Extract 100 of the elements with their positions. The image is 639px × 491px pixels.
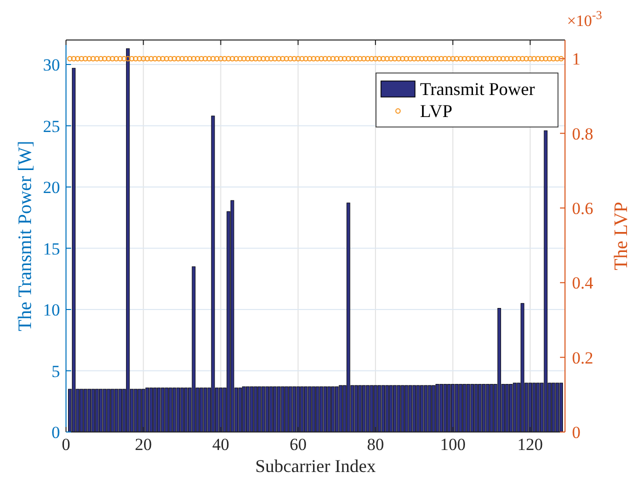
bar bbox=[114, 388, 118, 432]
text: ×10$^{-3}$ bbox=[567, 8, 602, 30]
bar bbox=[153, 388, 157, 432]
bar bbox=[532, 382, 536, 432]
bar bbox=[102, 388, 106, 432]
x-tick-label: 120 bbox=[517, 435, 543, 454]
bar bbox=[110, 388, 114, 432]
bar bbox=[106, 388, 110, 432]
bar bbox=[258, 386, 262, 432]
bar bbox=[250, 386, 254, 432]
bar bbox=[276, 386, 281, 432]
bar bbox=[304, 386, 308, 432]
bar bbox=[466, 384, 470, 432]
bar bbox=[346, 202, 350, 432]
bar bbox=[145, 388, 150, 432]
bar bbox=[192, 266, 196, 432]
bar bbox=[160, 388, 165, 432]
bar bbox=[300, 386, 304, 432]
x-axis-title: Subcarrier Index bbox=[255, 456, 376, 476]
bar bbox=[474, 384, 478, 432]
bar bbox=[486, 384, 490, 432]
bar bbox=[404, 385, 408, 432]
bar bbox=[149, 388, 153, 432]
bar bbox=[172, 388, 176, 432]
y2-tick-label: 0.2 bbox=[572, 348, 594, 368]
bar bbox=[95, 388, 99, 432]
bar bbox=[280, 386, 284, 432]
bar bbox=[512, 382, 517, 432]
y2-tick-label: 0.6 bbox=[572, 199, 594, 218]
bar bbox=[312, 386, 316, 432]
bar bbox=[385, 385, 389, 432]
bar bbox=[308, 386, 312, 432]
bar bbox=[354, 385, 358, 432]
bar bbox=[320, 386, 324, 432]
bar bbox=[408, 385, 412, 432]
bar bbox=[462, 384, 466, 432]
bar bbox=[370, 385, 374, 432]
bar bbox=[261, 386, 266, 432]
bar bbox=[412, 385, 416, 432]
bar bbox=[420, 385, 424, 432]
y2-tick-label: 0.8 bbox=[572, 124, 594, 144]
bar bbox=[436, 384, 440, 432]
bar bbox=[288, 386, 292, 432]
bar bbox=[265, 386, 269, 432]
bar bbox=[246, 386, 250, 432]
bar bbox=[528, 382, 532, 432]
bar bbox=[396, 385, 400, 432]
y2-tick-label: 0.4 bbox=[572, 274, 594, 293]
bar bbox=[284, 386, 288, 432]
bar bbox=[168, 388, 172, 432]
bar bbox=[230, 200, 234, 432]
bar bbox=[424, 385, 428, 432]
y-tick-label: 25 bbox=[43, 116, 60, 136]
x-tick-label: 100 bbox=[440, 435, 466, 454]
bar bbox=[84, 388, 88, 432]
bar bbox=[292, 386, 296, 432]
x-tick-label: 20 bbox=[134, 435, 152, 454]
bar bbox=[439, 384, 444, 432]
bar bbox=[470, 384, 474, 432]
bar bbox=[432, 385, 436, 432]
bar bbox=[269, 386, 273, 432]
y2-axis-title: The LVP bbox=[611, 202, 632, 270]
bar bbox=[91, 388, 95, 432]
bar bbox=[478, 384, 482, 432]
bar bbox=[296, 386, 300, 432]
bar bbox=[374, 385, 378, 432]
x-tick-label: 80 bbox=[366, 435, 384, 454]
bar bbox=[218, 388, 223, 432]
bar bbox=[362, 385, 366, 432]
bar bbox=[458, 384, 462, 432]
bar bbox=[331, 386, 335, 432]
bar bbox=[164, 388, 168, 432]
bar bbox=[393, 385, 397, 432]
bar bbox=[80, 388, 84, 432]
bar bbox=[490, 384, 494, 432]
y-tick-label: 0 bbox=[52, 423, 60, 442]
bar bbox=[176, 388, 180, 432]
y-axis-title: The Transmit Power [W] bbox=[15, 140, 36, 332]
bar bbox=[381, 385, 385, 432]
bar bbox=[327, 386, 331, 432]
bar bbox=[358, 385, 362, 432]
bar bbox=[520, 303, 524, 432]
y-tick-label: 5 bbox=[52, 362, 60, 381]
bar bbox=[416, 385, 420, 432]
bar bbox=[238, 388, 242, 432]
y-tick-label: 20 bbox=[43, 178, 60, 197]
bar bbox=[544, 130, 548, 432]
y-tick-label: 15 bbox=[43, 239, 60, 258]
bar bbox=[211, 116, 215, 432]
bar bbox=[316, 386, 320, 432]
bar bbox=[334, 386, 339, 432]
bar bbox=[400, 385, 404, 432]
bar bbox=[497, 308, 502, 432]
bar bbox=[509, 384, 513, 432]
x-tick-label: 40 bbox=[212, 435, 230, 454]
bar bbox=[72, 68, 76, 432]
bar bbox=[118, 388, 122, 432]
bar bbox=[134, 388, 138, 432]
y2-tick-label: 0 bbox=[572, 423, 580, 442]
bar bbox=[447, 384, 451, 432]
